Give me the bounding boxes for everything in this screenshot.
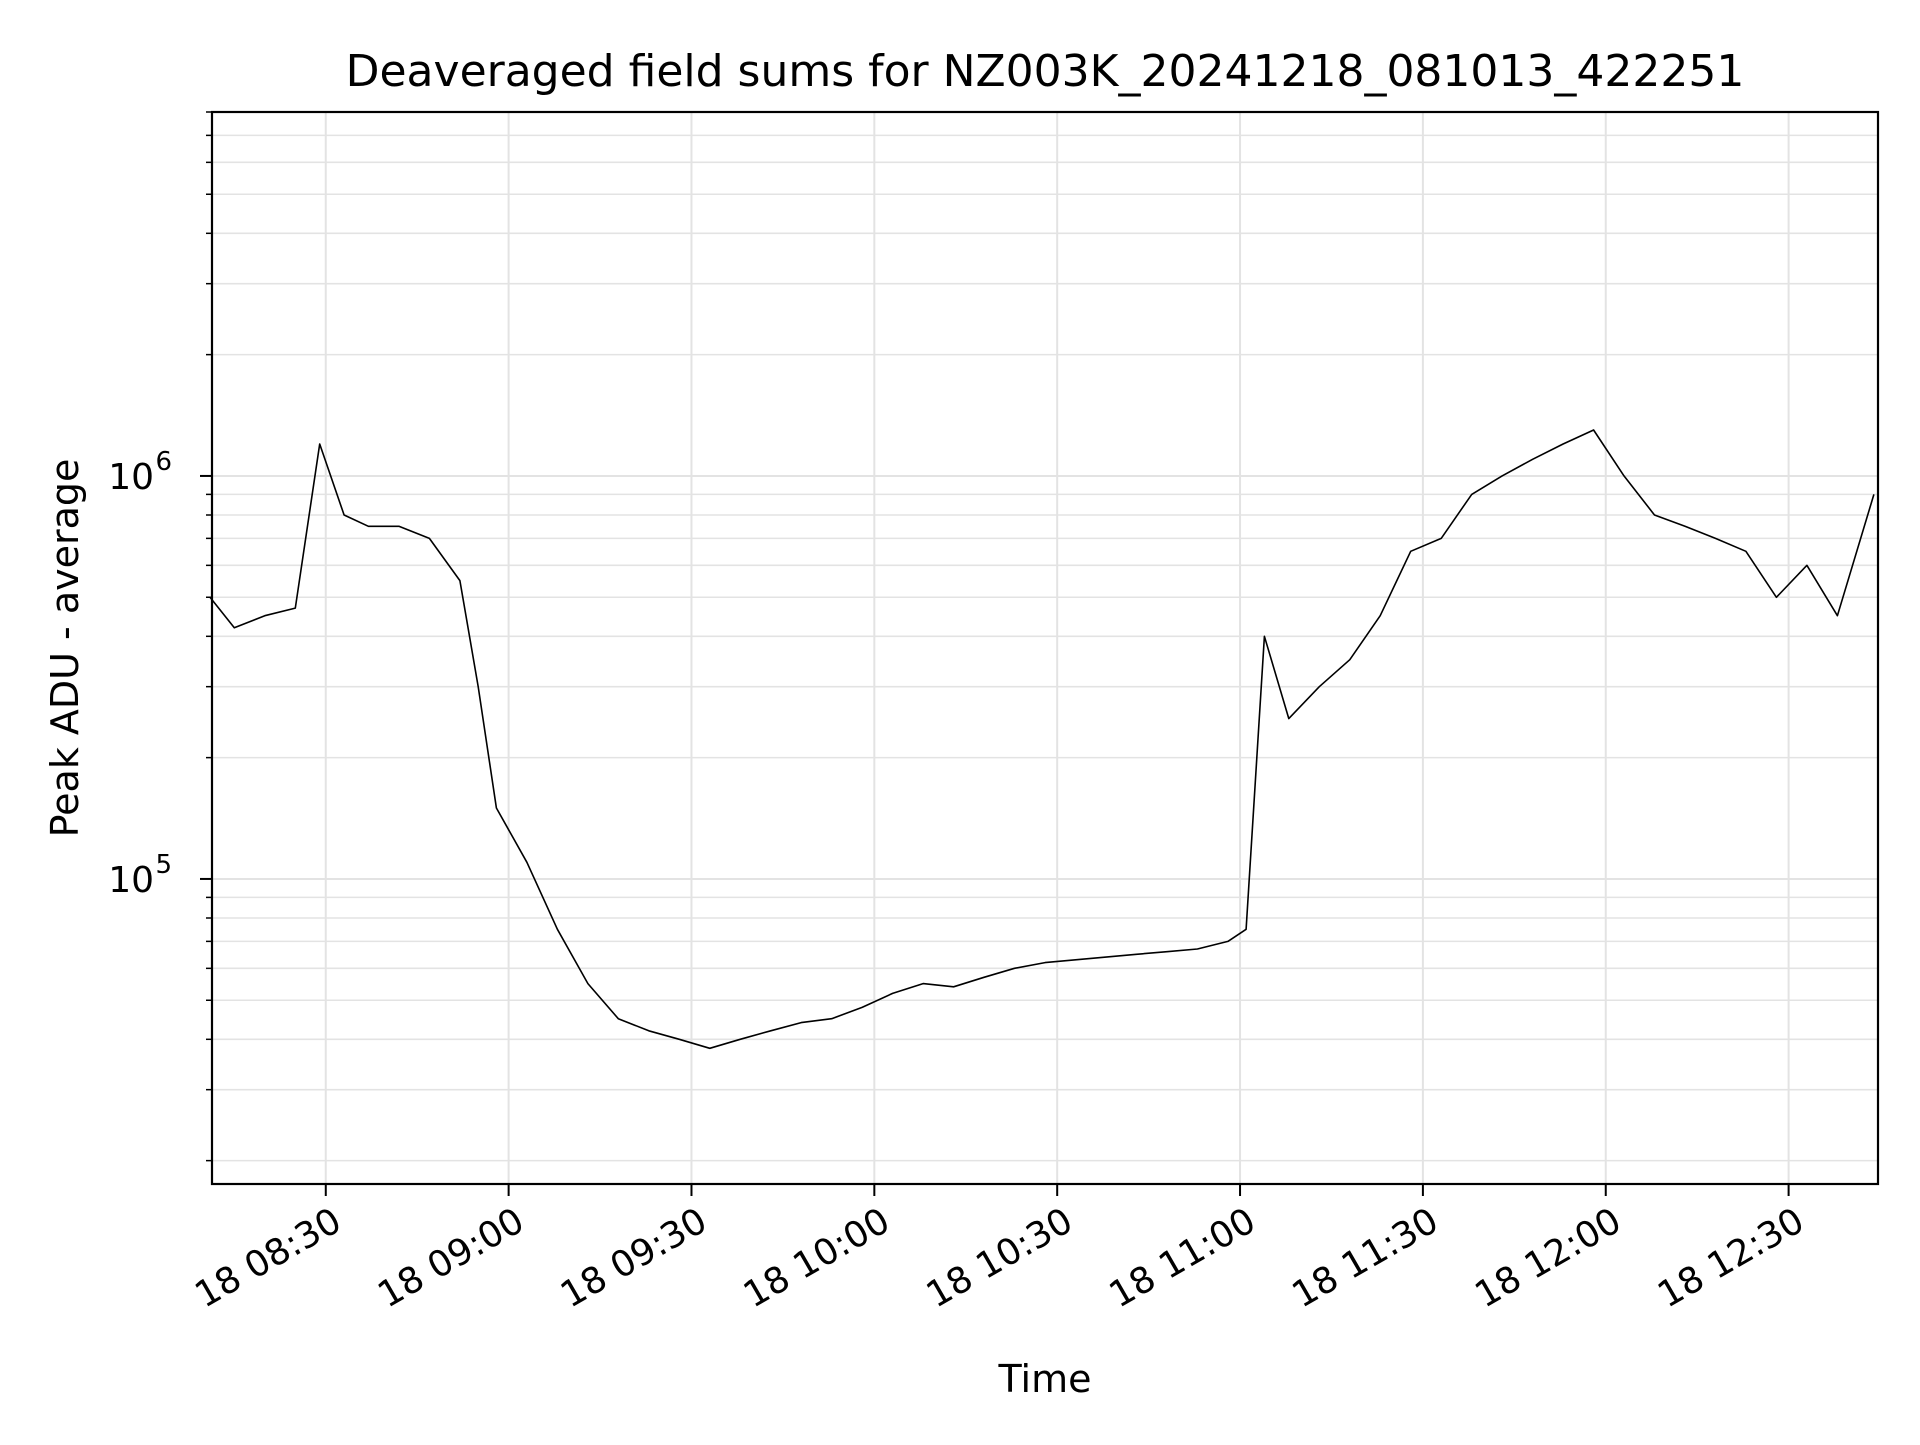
x-tick-label: 18 08:30 xyxy=(188,1200,348,1316)
x-tick-label: 18 10:00 xyxy=(737,1200,897,1316)
tick-layer: 18 08:30 18 09:00 18 09:30 18 10:00 18 10:30… xyxy=(108,111,1811,1316)
y-tick-exponent: 5 xyxy=(155,850,172,880)
y-tick-exponent: 6 xyxy=(155,447,172,477)
x-tick-label: 18 11:30 xyxy=(1285,1200,1445,1316)
x-tick-label: 18 11:00 xyxy=(1103,1200,1263,1316)
x-axis-label: Time xyxy=(998,1357,1092,1401)
x-tick-label: 18 09:30 xyxy=(554,1200,714,1316)
series-line xyxy=(209,429,1875,1050)
x-tick-label: 18 09:00 xyxy=(371,1200,531,1316)
plot-frame xyxy=(210,110,1880,1186)
chart-title: Deaveraged field sums for NZ003K_2024121… xyxy=(346,46,1745,97)
y-tick-label: 10 xyxy=(108,457,154,498)
line-layer xyxy=(209,429,1875,1050)
y-axis-label: Peak ADU - average xyxy=(43,459,87,838)
x-tick-label: 18 12:00 xyxy=(1468,1200,1628,1316)
x-tick-label: 18 12:30 xyxy=(1651,1200,1811,1316)
grid-layer xyxy=(212,111,1878,1184)
x-tick-label: 18 10:30 xyxy=(920,1200,1080,1316)
y-tick-label: 10 xyxy=(108,860,154,901)
